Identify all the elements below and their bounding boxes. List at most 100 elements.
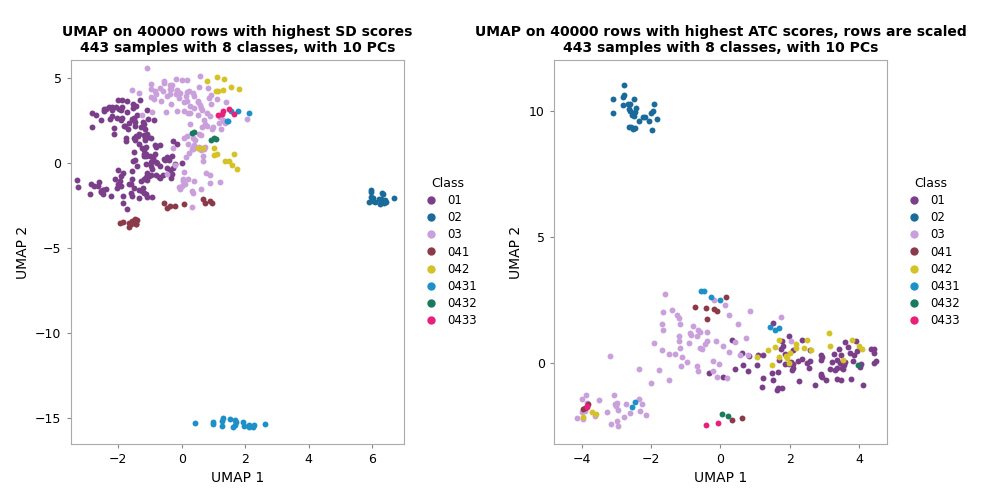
Legend: 01, 02, 03, 041, 042, 0431, 0432, 0433: 01, 02, 03, 041, 042, 0431, 0432, 0433: [899, 174, 963, 330]
01: [125, 104, 141, 112]
01: [783, 357, 799, 365]
01: [838, 358, 854, 366]
01: [104, 103, 120, 111]
01: [152, 174, 168, 182]
042: [223, 83, 239, 91]
01: [807, 381, 824, 389]
0431: [241, 421, 257, 429]
02: [365, 194, 381, 202]
0431: [696, 287, 712, 295]
03: [622, 409, 638, 417]
03: [193, 131, 209, 139]
03: [184, 134, 201, 142]
042: [209, 87, 225, 95]
01: [115, 193, 131, 201]
01: [131, 195, 147, 203]
03: [152, 84, 168, 92]
02: [641, 117, 657, 125]
0432: [185, 129, 202, 137]
03: [184, 187, 201, 195]
0433: [215, 107, 231, 115]
03: [191, 111, 207, 119]
03: [180, 109, 197, 117]
03: [691, 328, 708, 336]
03: [186, 136, 203, 144]
01: [813, 353, 830, 361]
01: [136, 175, 152, 183]
03: [197, 145, 213, 153]
01: [775, 342, 791, 350]
03: [146, 95, 162, 103]
01: [716, 372, 732, 381]
01: [95, 185, 111, 194]
01: [86, 181, 102, 190]
03: [205, 122, 221, 131]
042: [778, 352, 794, 360]
01: [829, 374, 845, 383]
01: [124, 192, 140, 200]
03: [609, 417, 625, 425]
01: [123, 189, 139, 197]
01: [129, 161, 145, 169]
01: [813, 356, 830, 364]
02: [373, 195, 389, 203]
02: [367, 198, 383, 206]
03: [705, 357, 721, 365]
01: [164, 170, 180, 178]
03: [203, 179, 219, 187]
0431: [767, 326, 783, 334]
01: [124, 167, 140, 175]
02: [616, 91, 632, 99]
03: [194, 104, 210, 112]
03: [176, 180, 193, 188]
03: [168, 107, 184, 115]
03: [196, 116, 212, 124]
03: [634, 400, 650, 408]
041: [167, 202, 183, 210]
01: [141, 171, 157, 179]
03: [131, 89, 147, 97]
01: [702, 369, 718, 377]
01: [833, 351, 849, 359]
042: [795, 344, 811, 352]
03: [632, 407, 648, 415]
041: [121, 223, 137, 231]
01: [113, 116, 129, 124]
042: [217, 157, 233, 165]
03: [646, 339, 662, 347]
03: [162, 90, 178, 98]
01: [801, 346, 817, 354]
01: [794, 355, 810, 363]
02: [363, 188, 379, 197]
041: [196, 196, 212, 204]
03: [667, 350, 683, 358]
01: [102, 114, 118, 122]
01: [754, 383, 770, 391]
03: [193, 184, 209, 193]
042: [771, 353, 787, 361]
03: [674, 353, 690, 361]
03: [163, 81, 179, 89]
01: [147, 141, 163, 149]
01: [866, 349, 882, 357]
041: [176, 200, 193, 208]
03: [203, 100, 219, 108]
041: [578, 404, 594, 412]
01: [140, 114, 156, 122]
041: [576, 405, 592, 413]
041: [121, 219, 137, 227]
042: [575, 413, 591, 421]
01: [725, 336, 741, 344]
03: [212, 112, 228, 120]
03: [681, 329, 698, 337]
01: [817, 376, 834, 384]
01: [835, 365, 851, 373]
02: [374, 189, 390, 197]
03: [143, 85, 159, 93]
01: [834, 364, 850, 372]
042: [749, 353, 765, 361]
01: [156, 155, 172, 163]
02: [605, 95, 621, 103]
02: [645, 107, 661, 115]
03: [173, 182, 190, 191]
